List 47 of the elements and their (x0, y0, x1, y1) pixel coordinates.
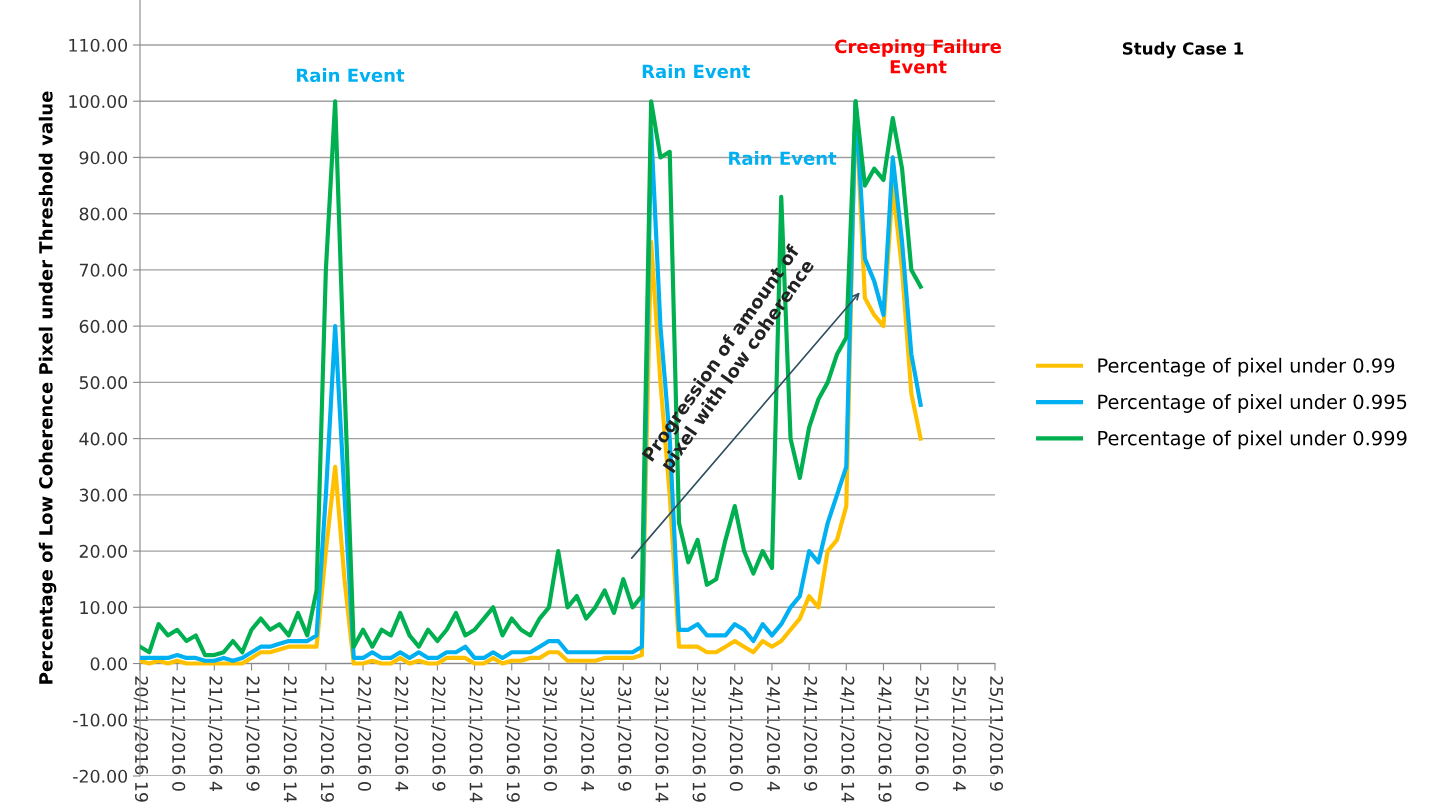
x-tick-label: 24/11/2016 4 (765, 676, 781, 791)
y-tick-label: 90.00 (79, 151, 128, 165)
y-axis-title: Percentage of Low Coherence Pixel under Threshold value (38, 91, 57, 684)
x-tick-label: 24/11/2016 19 (877, 676, 892, 802)
x-tick-label: 23/11/2016 0 (542, 676, 558, 791)
x-tick-label: 23/11/2016 9 (616, 676, 632, 791)
y-tick-label: 50.00 (79, 376, 128, 390)
x-tick-label: 22/11/2016 4 (393, 676, 409, 791)
annotation: Rain Event (642, 64, 750, 79)
x-tick-label: 22/11/2016 9 (430, 676, 446, 791)
y-tick-label: 80.00 (79, 207, 128, 221)
y-tick-label: 0.00 (90, 657, 128, 671)
annotation: Rain Event (729, 151, 837, 166)
text: Study Case 1 (1122, 41, 1244, 59)
annotation: Creeping Failure Event (835, 39, 1002, 74)
x-tick-label: 23/11/2016 19 (691, 676, 706, 802)
x-tick-label: 24/11/2016 0 (728, 676, 743, 791)
y-tick-label: 70.00 (79, 263, 128, 277)
y-tick-label: 100.00 (69, 94, 128, 109)
x-tick-label: 21/11/2016 19 (319, 676, 334, 802)
x-tick-label: 21/11/2016 9 (245, 676, 260, 791)
x-tick-label: 22/11/2016 0 (356, 676, 372, 791)
x-tick-label: 22/11/2016 14 (468, 676, 483, 803)
y-tick-label: 30.00 (79, 488, 128, 502)
y-tick-label: 10.00 (80, 601, 128, 615)
y-tick-label: -20.00 (73, 769, 128, 783)
y-tick-label: 110.00 (69, 38, 128, 52)
x-tick-label: 24/11/2016 14 (839, 676, 855, 803)
x-tick-label: 23/11/2016 4 (579, 676, 595, 791)
legend-label: Percentage of pixel under 0.995 (1098, 394, 1407, 413)
x-tick-label: 21/11/2016 4 (207, 676, 223, 791)
x-tick-label: 21/11/2016 14 (282, 676, 297, 803)
x-tick-label: 22/11/2016 19 (505, 676, 520, 802)
x-tick-label: 24/11/2016 9 (802, 676, 818, 791)
y-tick-label: 60.00 (79, 319, 128, 333)
annotation: Rain Event (297, 68, 405, 83)
x-tick-label: 25/11/2016 4 (951, 676, 966, 791)
legend-label: Percentage of pixel under 0.99 (1098, 357, 1395, 377)
legend-label: Percentage of pixel under 0.999 (1098, 430, 1407, 450)
y-tick-label: -10.00 (73, 713, 128, 727)
x-tick-label: 20/11/2016 19 (133, 676, 149, 802)
y-tick-label: 40.00 (79, 432, 128, 446)
x-tick-label: 25/11/2016 9 (988, 676, 1004, 791)
x-tick-label: 23/11/2016 14 (654, 676, 669, 803)
y-tick-label: 20.00 (79, 544, 128, 558)
x-tick-label: 21/11/2016 0 (170, 676, 186, 791)
x-tick-label: 25/11/2016 0 (914, 676, 929, 791)
